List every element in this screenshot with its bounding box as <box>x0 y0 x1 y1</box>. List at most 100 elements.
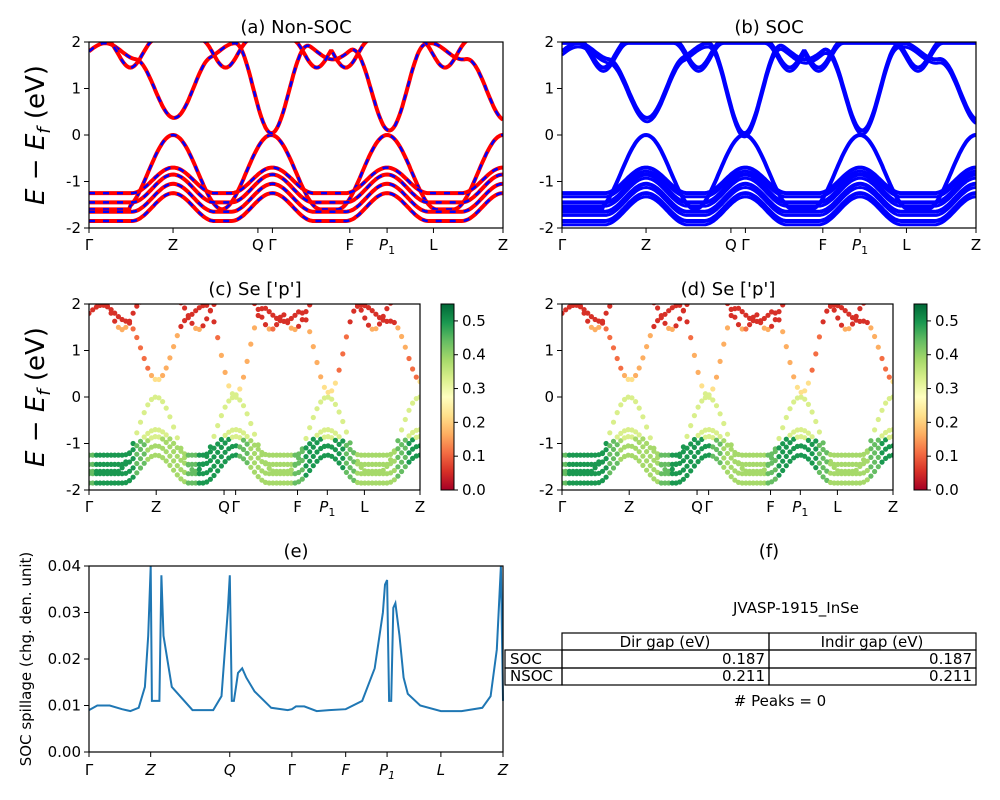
panel-d-point <box>691 463 698 469</box>
panel-d-ytick-1: -1 <box>539 435 554 453</box>
panel-c-point <box>207 308 213 314</box>
panel-d-point <box>835 452 841 458</box>
panel-d-point <box>780 458 786 464</box>
panel-d-point <box>838 322 845 328</box>
panel-c-point <box>365 461 372 467</box>
panel-d-point <box>747 461 753 467</box>
panel-d-point <box>875 464 881 470</box>
panel-c-point <box>196 466 202 472</box>
panel-d-point <box>758 452 764 458</box>
panel-b-xtick-0: Γ <box>558 236 567 254</box>
panel-c-point <box>178 457 184 463</box>
panel-d-point <box>872 468 878 475</box>
panel-d-point <box>570 471 576 477</box>
panel-c-point <box>296 469 302 476</box>
panel-d-xtick-6: L <box>833 498 842 516</box>
panel-d-point <box>677 316 683 322</box>
panel-d-point <box>596 324 602 330</box>
panel-c-point <box>296 479 302 485</box>
panel-d-point <box>614 434 620 440</box>
panel-c-point <box>251 442 258 448</box>
panel-c-point <box>399 468 405 475</box>
panel-d-point <box>728 442 734 448</box>
panel-c-point <box>200 323 206 329</box>
panel-d-point <box>636 449 642 455</box>
panel-c-point <box>171 344 177 350</box>
panel-d-point <box>566 461 573 467</box>
panel-d-point <box>585 461 591 467</box>
panel-c-point <box>178 476 184 482</box>
panel-b-band-split-4 <box>562 195 976 227</box>
panel-d-point <box>625 376 631 382</box>
panel-d-point <box>813 455 819 461</box>
panel-d-point <box>809 409 815 415</box>
panel-d-point <box>883 455 889 461</box>
panel-d-point <box>644 458 650 464</box>
panel-d-point <box>872 450 878 456</box>
panel-c-point <box>347 319 353 325</box>
panel-c-point <box>185 471 191 477</box>
panel-c-point <box>145 365 151 371</box>
panel-c-point <box>402 437 408 443</box>
panel-d-point <box>651 448 657 454</box>
panel-d-point <box>669 480 675 486</box>
panel-d-point <box>835 480 841 486</box>
panel-c-point <box>406 355 412 362</box>
panel-c-point <box>248 438 254 444</box>
panel-d-point <box>607 470 613 476</box>
panel-c-point <box>130 310 136 316</box>
panel-d-point <box>713 446 720 453</box>
panel-a-xtick-5: P1 <box>379 236 395 257</box>
panel-d-point <box>618 365 624 371</box>
panel-c-point <box>399 427 405 433</box>
panel-d-point <box>816 460 823 466</box>
panel-d-point <box>658 452 664 458</box>
panel-d-point <box>890 394 893 400</box>
panel-d-point <box>691 352 698 358</box>
panel-c-point <box>402 464 408 470</box>
panel-d-point <box>680 308 687 314</box>
panel-d-point <box>610 456 617 462</box>
panel-d-point <box>666 480 672 486</box>
panel-c-point <box>410 400 416 406</box>
panel-c-point <box>384 306 390 312</box>
panel-c-point <box>329 428 335 434</box>
panel-c-point <box>90 452 96 458</box>
panel-c-point <box>90 480 96 486</box>
panel-d-point <box>754 471 760 477</box>
panel-d-point <box>599 468 606 474</box>
panel-d-point <box>750 480 756 486</box>
panel-c-point <box>141 434 147 440</box>
panel-d-point <box>577 304 583 309</box>
panel-c-point <box>160 399 166 405</box>
panel-c-point <box>222 449 228 455</box>
panel-d-point <box>610 419 617 425</box>
panel-c-point <box>90 307 96 313</box>
panel-c-point <box>97 471 103 477</box>
panel-c-point <box>240 437 247 443</box>
panel-d-point <box>633 455 639 461</box>
panel-c-point <box>185 452 191 458</box>
panel-d-point <box>772 476 778 482</box>
panel-d-point <box>813 351 819 357</box>
panel-d-point <box>688 441 694 447</box>
panel-c-point <box>347 455 353 461</box>
panel-c-point <box>141 451 147 457</box>
panel-d-point <box>883 446 889 452</box>
panel-c-point <box>373 461 379 467</box>
panel-a-xtick-4: F <box>345 236 354 254</box>
panel-c-point <box>240 446 247 453</box>
panel-c-point <box>336 409 342 415</box>
panel-d-point <box>787 432 793 438</box>
panel-d-point <box>849 452 856 458</box>
panel-d-point <box>618 430 624 436</box>
panel-d-point <box>647 333 653 339</box>
panel-c-point <box>108 307 114 313</box>
panel-c-point <box>174 445 180 451</box>
panel-d-point <box>765 312 771 318</box>
panel-d-point <box>644 467 650 473</box>
colorbar-2-tick-5: 0.5 <box>462 312 486 330</box>
panel-d-point <box>724 469 731 475</box>
